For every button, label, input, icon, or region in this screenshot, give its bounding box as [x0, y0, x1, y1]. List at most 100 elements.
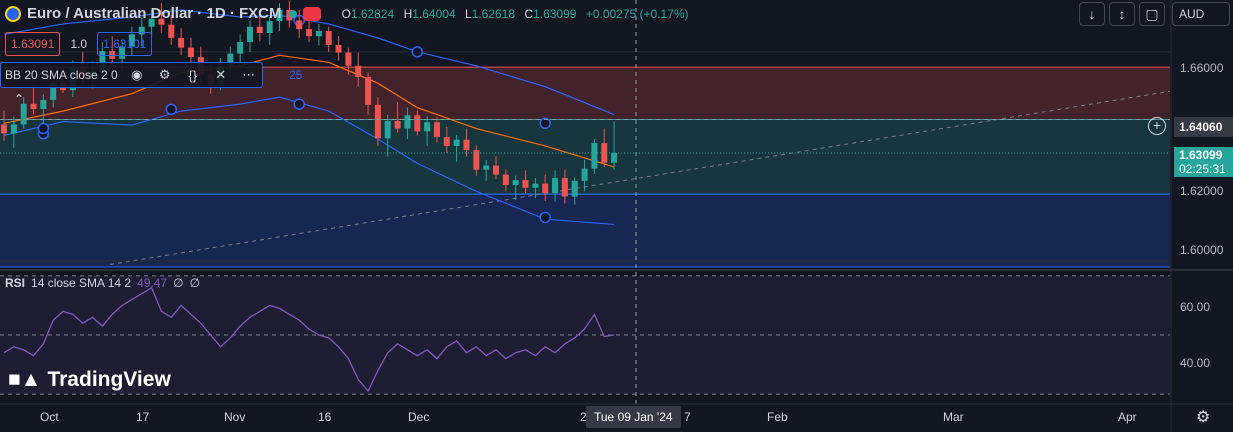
price-label: 1.66000	[1180, 61, 1224, 75]
close-key: C	[524, 6, 534, 21]
bb-anchor-point	[539, 117, 551, 130]
time-label: 17	[136, 410, 150, 424]
tradingview-logo-text: TradingView	[47, 368, 171, 391]
alert-icon[interactable]	[303, 6, 322, 21]
fullscreen-icon[interactable]: ▢	[1139, 2, 1165, 26]
symbol-title[interactable]: Euro / Australian Dollar · 1D · FXCM	[27, 5, 282, 22]
candle-body	[266, 21, 273, 34]
rsi-value: 49.47	[137, 276, 168, 290]
bb-anchor-point	[165, 103, 178, 116]
rsi-params: 14 close SMA 14 2	[31, 276, 132, 290]
bb-indicator-label: BB 20 SMA close 2 0	[5, 68, 118, 82]
current-price-tag: 1.63099 02:25:31	[1174, 147, 1233, 177]
crosshair	[0, 0, 1170, 404]
high-key: H	[403, 6, 413, 21]
candle-body	[148, 18, 155, 27]
candle-body	[345, 52, 352, 66]
source-code-icon[interactable]: {}	[188, 67, 198, 83]
candle-body	[552, 178, 559, 194]
candle-body	[119, 46, 126, 59]
bb-anchor-point	[37, 122, 50, 135]
ohlc-values: O1.62824 H1.64004 L1.62618 C1.63099 +0.0…	[335, 7, 688, 21]
tradingview-logo-icon: ■▲	[8, 368, 42, 391]
candle-body	[433, 122, 440, 137]
candle-body	[463, 139, 470, 151]
bar-countdown: 02:25:31	[1179, 162, 1226, 176]
candles	[0, 1, 1170, 205]
candle-body	[276, 10, 283, 22]
time-label: Dec	[408, 410, 430, 424]
rsi-legend[interactable]: RSI 14 close SMA 14 2 49.47 ∅ ∅	[5, 276, 200, 290]
rsi-label: RSI	[5, 276, 26, 290]
candle-body	[571, 180, 578, 197]
candle-body	[296, 20, 303, 30]
arrow-down-icon[interactable]: ↓	[1079, 2, 1105, 26]
candle-body	[256, 26, 263, 34]
settings-gear-icon[interactable]: ⚙	[1196, 409, 1211, 426]
candle-body	[1, 124, 7, 134]
current-price: 1.63099	[1179, 148, 1223, 162]
candle-body	[394, 120, 401, 129]
candle-body	[601, 143, 608, 163]
candle-body	[99, 51, 106, 72]
candle-body	[591, 143, 598, 169]
sell-button[interactable]: 1.63091	[5, 32, 61, 56]
rsi-line	[3, 286, 615, 393]
gear-icon[interactable]: ⚙	[158, 67, 171, 82]
candle-body	[50, 82, 57, 100]
candle-body	[178, 37, 185, 48]
candle-body	[542, 183, 549, 194]
close-icon[interactable]: ✕	[215, 67, 227, 82]
bb-anchor-point	[411, 46, 424, 58]
rsi-pane	[0, 275, 1170, 395]
candle-body	[611, 152, 618, 163]
price-zone	[0, 194, 1170, 267]
bollinger-bands	[3, 9, 615, 226]
time-label: Nov	[224, 410, 246, 424]
buy-button[interactable]: 1.63101	[97, 32, 153, 56]
candle-body	[404, 115, 411, 129]
candle-body	[315, 30, 322, 37]
candle-body	[532, 183, 539, 188]
symbol-flag-icon	[5, 5, 21, 22]
candle-body	[473, 150, 480, 170]
candle-body	[483, 165, 490, 170]
time-label: 16	[318, 410, 332, 424]
time-label: Apr	[1118, 410, 1137, 424]
candle-body	[158, 18, 165, 25]
candle-body	[286, 10, 293, 21]
candle-body	[237, 42, 244, 54]
price-label: 1.62000	[1180, 184, 1224, 198]
candle-body	[512, 180, 519, 186]
bb-anchor-point	[293, 98, 305, 110]
eye-icon[interactable]: ◉	[131, 67, 143, 82]
collapse-icon[interactable]: ↕	[1109, 2, 1135, 26]
low-value: 1.62618	[471, 6, 516, 21]
candle-body	[443, 136, 450, 146]
candle-body	[20, 103, 27, 125]
open-value: 1.62824	[350, 6, 395, 21]
rsi-axis-label: 60.00	[1180, 300, 1211, 314]
trade-panel: 1.63091 1.0 1.63101	[5, 32, 153, 56]
time-label: Oct	[40, 410, 59, 424]
add-price-line-icon[interactable]: +	[1148, 117, 1166, 135]
candle-body	[355, 65, 362, 77]
candle-body	[384, 120, 391, 139]
trendline[interactable]	[109, 90, 1171, 266]
rsi-extra-2: ∅	[189, 276, 201, 290]
price-label: 1.60000	[1180, 243, 1224, 257]
tradingview-logo[interactable]: ■▲ TradingView	[8, 368, 171, 392]
close-value: 1.63099	[533, 6, 577, 21]
bb-indicator-legend[interactable]: BB 20 SMA close 2 0 ◉ ⚙ {} ✕ ⋯	[0, 62, 263, 88]
candle-body	[138, 26, 145, 35]
candle-body	[335, 44, 342, 53]
rsi-axis-label: 40.00	[1180, 356, 1211, 370]
time-label: 2	[580, 410, 587, 424]
symbol-legend: Euro / Australian Dollar · 1D · FXCM O1.…	[5, 5, 689, 22]
collapse-legend-icon[interactable]: ⌃	[14, 92, 25, 106]
time-label: Mar	[943, 410, 964, 424]
currency-select[interactable]: AUD	[1172, 2, 1230, 26]
more-icon[interactable]: ⋯	[242, 67, 256, 82]
